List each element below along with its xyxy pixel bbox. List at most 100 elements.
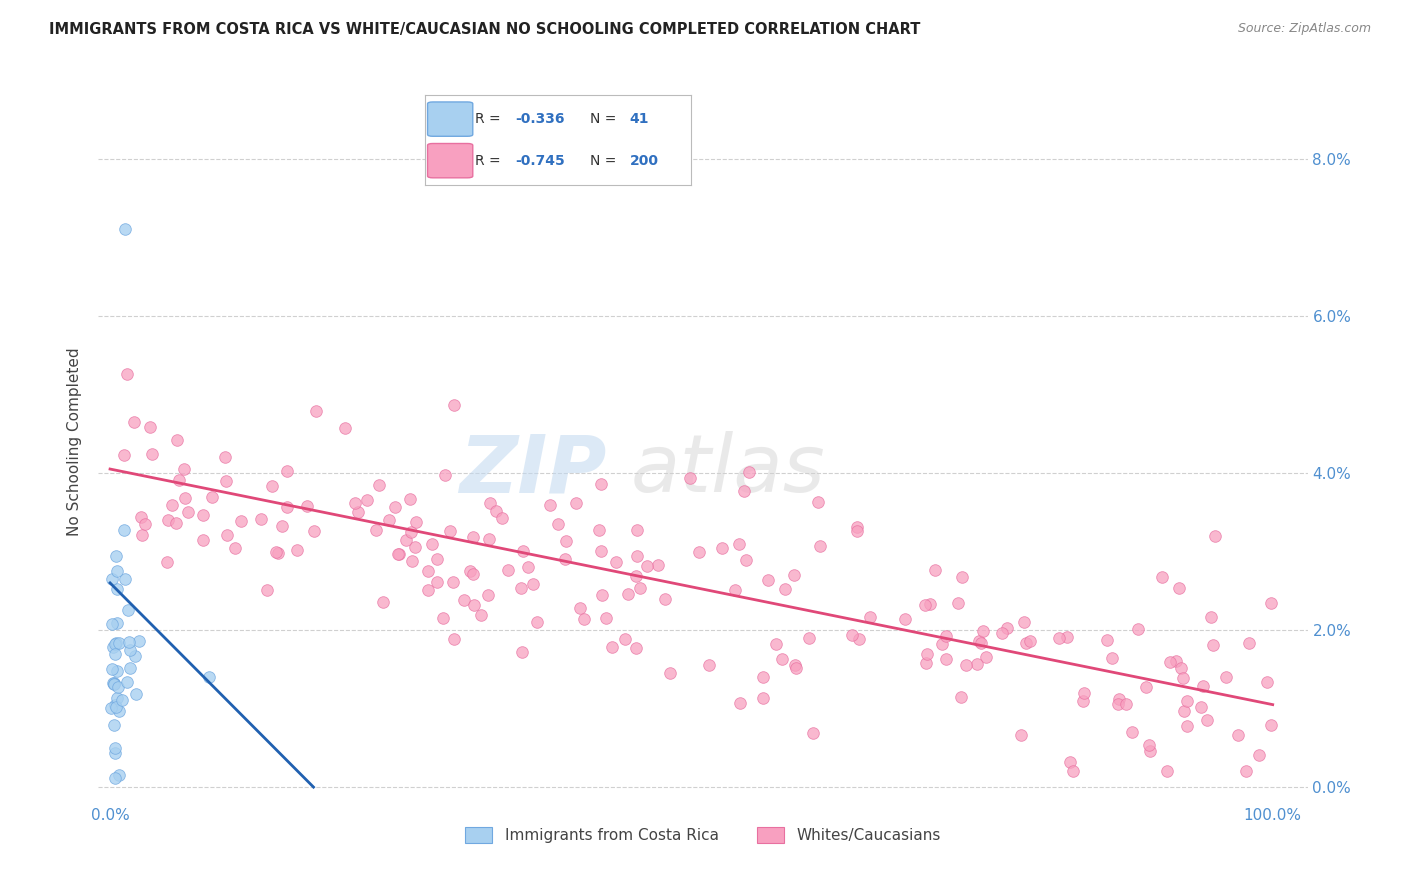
Point <box>101 616 124 631</box>
Point <box>173 461 195 475</box>
Point <box>128 633 150 648</box>
Point <box>416 582 439 597</box>
Point <box>950 690 973 704</box>
Point <box>1062 764 1084 779</box>
Point <box>384 500 406 514</box>
Point <box>463 567 485 582</box>
Point <box>491 511 513 525</box>
Point <box>439 524 461 538</box>
Point <box>477 588 499 602</box>
Point <box>1260 596 1282 610</box>
Point <box>387 547 409 561</box>
Point <box>1137 739 1160 753</box>
Point <box>600 640 623 655</box>
Point <box>304 524 326 538</box>
Point <box>728 537 751 551</box>
Point <box>139 419 162 434</box>
Point <box>1177 694 1199 708</box>
Point <box>470 608 492 623</box>
Point <box>115 367 138 381</box>
Point <box>773 582 796 596</box>
Point <box>516 559 538 574</box>
Point <box>1073 685 1095 699</box>
Point <box>770 652 793 666</box>
Point <box>914 598 936 612</box>
Point <box>367 478 389 492</box>
Point <box>100 662 122 676</box>
Point <box>461 530 484 544</box>
Point <box>636 558 658 573</box>
Point <box>1189 699 1212 714</box>
Point <box>845 519 868 533</box>
Point <box>1167 582 1189 596</box>
Point <box>554 533 576 548</box>
Point <box>624 569 647 583</box>
Point <box>458 564 481 578</box>
Point <box>101 640 124 654</box>
Point <box>626 640 648 655</box>
Point <box>1201 609 1223 624</box>
Point <box>105 549 128 563</box>
Point <box>569 600 592 615</box>
Point <box>1115 697 1137 711</box>
Point <box>260 479 283 493</box>
Point <box>756 573 779 587</box>
Point <box>614 632 637 646</box>
Point <box>710 541 733 555</box>
Point <box>955 657 977 672</box>
Point <box>654 592 676 607</box>
Point <box>215 528 238 542</box>
Point <box>935 652 957 666</box>
Point <box>111 693 134 707</box>
Point <box>1173 704 1195 718</box>
Point <box>443 398 465 412</box>
Point <box>105 616 128 631</box>
Point <box>801 726 824 740</box>
Point <box>267 546 290 560</box>
Point <box>920 597 942 611</box>
Point <box>1107 697 1129 711</box>
Point <box>118 642 141 657</box>
Point <box>103 746 125 760</box>
Point <box>405 516 427 530</box>
Point <box>108 768 131 782</box>
Point <box>626 523 648 537</box>
Point <box>276 500 298 515</box>
Y-axis label: No Schooling Completed: No Schooling Completed <box>67 347 83 536</box>
Point <box>915 647 938 661</box>
Point <box>1010 728 1032 742</box>
Point <box>733 483 755 498</box>
Point <box>131 527 153 541</box>
Point <box>1135 680 1157 694</box>
Text: Source: ZipAtlas.com: Source: ZipAtlas.com <box>1237 22 1371 36</box>
Point <box>522 577 544 591</box>
Point <box>848 632 870 646</box>
Point <box>105 564 128 578</box>
Point <box>169 473 191 487</box>
Point <box>426 552 449 566</box>
Point <box>1202 638 1225 652</box>
Point <box>595 610 617 624</box>
Point <box>388 547 411 561</box>
Point <box>100 700 122 714</box>
Point <box>104 740 127 755</box>
Point <box>1139 744 1161 758</box>
Point <box>591 588 613 602</box>
Point <box>343 496 366 510</box>
Point <box>1260 718 1282 732</box>
Point <box>752 670 775 684</box>
Point <box>1014 615 1036 630</box>
Point <box>1101 651 1123 665</box>
Point <box>105 635 128 649</box>
Point <box>166 434 188 448</box>
Point <box>395 533 418 547</box>
Point <box>295 499 318 513</box>
Point <box>479 496 502 510</box>
Point <box>191 508 214 522</box>
Point <box>510 645 533 659</box>
Point <box>249 511 271 525</box>
Point <box>416 564 439 578</box>
Point <box>808 539 831 553</box>
Point <box>347 505 370 519</box>
Point <box>463 599 485 613</box>
